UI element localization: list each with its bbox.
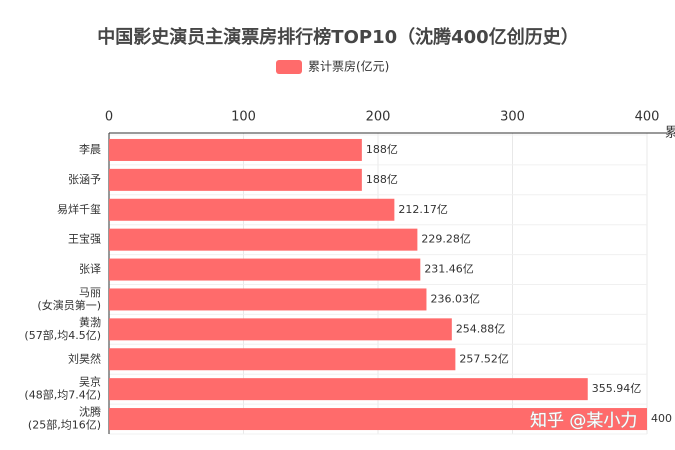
y-tick-label: 李晨 (79, 142, 101, 156)
bar (109, 198, 395, 221)
bar (109, 408, 647, 431)
value-label: 188亿 (366, 143, 398, 156)
y-tick-label: 张涵予 (68, 172, 101, 186)
bar (109, 288, 427, 311)
bar (109, 228, 418, 251)
y-tick-label: (女演员第一) (37, 298, 101, 312)
value-label: 400 (651, 412, 672, 425)
x-tick-label: 300 (500, 110, 525, 125)
y-tick-label: 吴京 (79, 375, 101, 389)
watermark: 知乎 @某小力 (530, 411, 637, 431)
x-tick-label: 400 (635, 110, 660, 125)
bar (109, 168, 362, 191)
x-tick-label: 200 (366, 110, 391, 125)
legend-label: 累计票房(亿元) (308, 59, 389, 74)
bar (109, 258, 421, 281)
value-label: 236.03亿 (430, 292, 480, 305)
y-tick-label: (57部,均4.5亿) (24, 328, 101, 342)
y-tick-label: 马丽 (79, 286, 101, 299)
chart-title: 中国影史演员主演票房排行榜TOP10（沈腾400亿创历史） (97, 26, 578, 48)
value-label: 229.28亿 (421, 233, 471, 246)
y-tick-label: (25部,均16亿) (28, 418, 101, 432)
x-tick-label: 0 (105, 110, 113, 125)
legend-swatch (276, 60, 302, 74)
y-tick-label: 王宝强 (68, 232, 101, 246)
y-tick-label: 黄渤 (79, 315, 101, 329)
value-label: 355.94亿 (592, 382, 642, 395)
y-tick-label: 张译 (79, 263, 101, 276)
x-axis-title: 累计票房(亿元) (665, 125, 675, 141)
y-tick-label: 刘昊然 (68, 351, 101, 365)
y-tick-label: (48部,均7.4亿) (24, 388, 101, 402)
y-tick-label: 沈腾 (79, 405, 101, 419)
y-tick-label: 易烊千玺 (57, 202, 101, 216)
value-label: 231.46亿 (424, 263, 474, 276)
bar (109, 318, 452, 341)
value-label: 212.17亿 (398, 203, 448, 216)
bar (109, 138, 362, 161)
value-label: 254.88亿 (456, 322, 506, 335)
value-label: 188亿 (366, 173, 398, 186)
value-label: 257.52亿 (459, 352, 509, 365)
bar (109, 378, 588, 401)
x-tick-label: 100 (231, 110, 256, 125)
bar (109, 348, 456, 371)
